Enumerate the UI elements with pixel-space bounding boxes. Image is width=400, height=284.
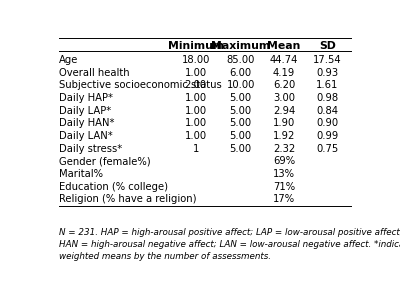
- Text: 5.00: 5.00: [230, 118, 252, 128]
- Text: 6.00: 6.00: [230, 68, 252, 78]
- Text: 0.98: 0.98: [316, 93, 338, 103]
- Text: Maximum: Maximum: [211, 41, 270, 51]
- Text: 1.92: 1.92: [273, 131, 295, 141]
- Text: 17%: 17%: [273, 195, 295, 204]
- Text: 6.20: 6.20: [273, 80, 295, 90]
- Text: 5.00: 5.00: [230, 93, 252, 103]
- Text: weighted means by the number of assessments.: weighted means by the number of assessme…: [59, 252, 271, 261]
- Text: Religion (% have a religion): Religion (% have a religion): [59, 195, 197, 204]
- Text: 2.32: 2.32: [273, 144, 295, 154]
- Text: 5.00: 5.00: [230, 131, 252, 141]
- Text: 1.00: 1.00: [185, 93, 207, 103]
- Text: 1.00: 1.00: [185, 68, 207, 78]
- Text: 0.93: 0.93: [316, 68, 338, 78]
- Text: 85.00: 85.00: [226, 55, 255, 65]
- Text: 17.54: 17.54: [313, 55, 342, 65]
- Text: Subjective socioeconomic status: Subjective socioeconomic status: [59, 80, 222, 90]
- Text: 1.90: 1.90: [273, 118, 295, 128]
- Text: 44.74: 44.74: [270, 55, 298, 65]
- Text: Daily HAN*: Daily HAN*: [59, 118, 115, 128]
- Text: 69%: 69%: [273, 156, 295, 166]
- Text: 1.61: 1.61: [316, 80, 339, 90]
- Text: 2.94: 2.94: [273, 106, 295, 116]
- Text: Marital%: Marital%: [59, 169, 103, 179]
- Text: 1: 1: [192, 144, 199, 154]
- Text: SD: SD: [319, 41, 336, 51]
- Text: 1.00: 1.00: [185, 131, 207, 141]
- Text: Daily stress*: Daily stress*: [59, 144, 122, 154]
- Text: Daily LAN*: Daily LAN*: [59, 131, 113, 141]
- Text: Daily HAP*: Daily HAP*: [59, 93, 113, 103]
- Text: 0.75: 0.75: [316, 144, 338, 154]
- Text: Minimum: Minimum: [168, 41, 224, 51]
- Text: 1.00: 1.00: [185, 118, 207, 128]
- Text: 0.90: 0.90: [316, 118, 338, 128]
- Text: 0.99: 0.99: [316, 131, 338, 141]
- Text: 5.00: 5.00: [230, 106, 252, 116]
- Text: HAN = high-arousal negative affect; LAN = low-arousal negative affect. *indicate: HAN = high-arousal negative affect; LAN …: [59, 240, 400, 248]
- Text: Age: Age: [59, 55, 79, 65]
- Text: 2.00: 2.00: [185, 80, 207, 90]
- Text: 5.00: 5.00: [230, 144, 252, 154]
- Text: Daily LAP*: Daily LAP*: [59, 106, 112, 116]
- Text: Gender (female%): Gender (female%): [59, 156, 151, 166]
- Text: 0.84: 0.84: [316, 106, 338, 116]
- Text: 10.00: 10.00: [226, 80, 255, 90]
- Text: 13%: 13%: [273, 169, 295, 179]
- Text: N = 231. HAP = high-arousal positive affect; LAP = low-arousal positive affect;: N = 231. HAP = high-arousal positive aff…: [59, 227, 400, 237]
- Text: 18.00: 18.00: [182, 55, 210, 65]
- Text: 1.00: 1.00: [185, 106, 207, 116]
- Text: 4.19: 4.19: [273, 68, 295, 78]
- Text: 3.00: 3.00: [273, 93, 295, 103]
- Text: Mean: Mean: [267, 41, 301, 51]
- Text: Education (% college): Education (% college): [59, 182, 168, 192]
- Text: Overall health: Overall health: [59, 68, 130, 78]
- Text: 71%: 71%: [273, 182, 295, 192]
